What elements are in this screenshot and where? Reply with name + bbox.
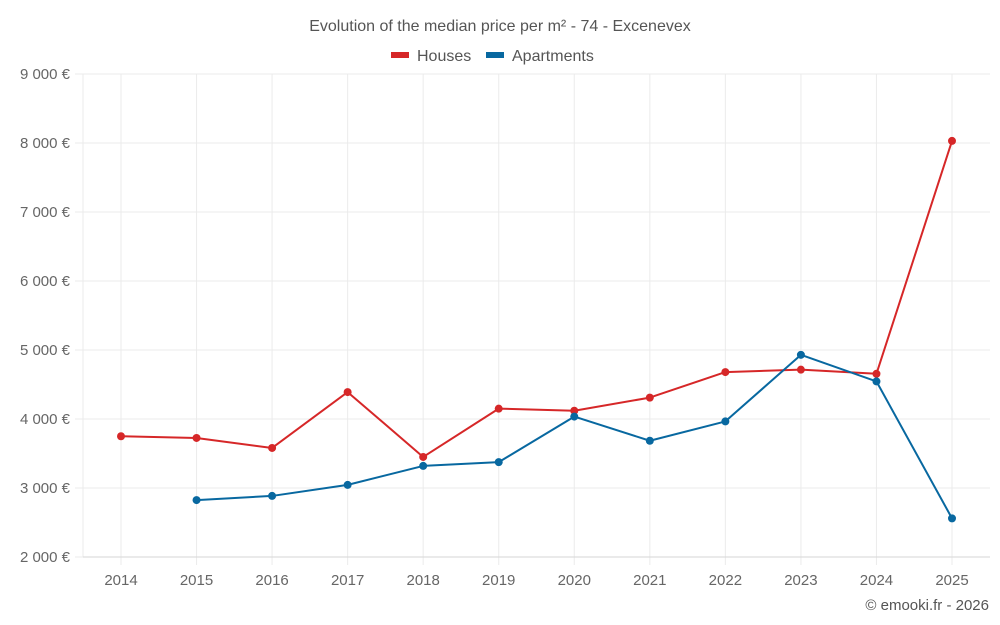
data-point-apartments[interactable] [872,377,881,386]
series-line-houses [120,140,953,458]
series-houses [117,136,956,461]
data-point-houses[interactable] [117,432,125,441]
data-point-houses[interactable] [948,136,956,145]
y-tick-label: 6 000 € [20,273,71,290]
x-tick-label: 2022 [709,572,742,589]
y-axis-ticks: 2 000 € 3 000 € 4 000 € 5 000 € 6 000 € 7 000… [20,66,71,566]
x-tick-label: 2024 [860,572,893,589]
y-tick-label: 9 000 € [20,66,71,83]
y-tick-label: 7 000 € [20,204,71,221]
data-point-apartments[interactable] [570,412,579,421]
credit-text: © emooki.fr - 2026 [865,597,989,614]
x-tick-label: 2021 [633,572,666,589]
data-point-houses[interactable] [268,443,277,452]
x-gridlines [120,74,953,565]
x-axis-ticks: 2014 2015 2016 2017 2018 2019 2020 2021 2022 2023… [104,572,968,589]
legend-swatch [391,52,409,58]
x-tick-label: 2019 [482,572,515,589]
data-point-apartments[interactable] [419,461,428,470]
chart-title: Evolution of the median price per m² - 7… [309,18,691,35]
y-tick-label: 8 000 € [20,135,71,152]
data-point-apartments[interactable] [268,491,277,500]
y-tick-label: 5 000 € [20,342,71,359]
legend-item-apartments[interactable]: Apartments [486,48,594,65]
x-tick-label: 2018 [406,572,439,589]
x-tick-label: 2016 [255,572,288,589]
x-tick-label: 2023 [784,572,817,589]
data-point-apartments[interactable] [948,514,956,523]
y-tick-label: 4 000 € [20,411,71,428]
data-point-houses[interactable] [645,393,654,402]
data-point-houses[interactable] [343,388,352,397]
series-apartments [192,350,956,523]
legend-label: Apartments [512,48,594,65]
data-point-houses[interactable] [570,406,579,415]
y-tick-label: 2 000 € [20,549,71,566]
data-point-houses[interactable] [419,452,428,461]
x-tick-label: 2020 [558,572,591,589]
legend-item-houses[interactable]: Houses [391,48,471,65]
data-point-apartments[interactable] [343,480,352,489]
legend-swatch [486,52,504,58]
data-point-houses[interactable] [872,369,881,378]
data-point-apartments[interactable] [192,496,201,505]
x-tick-label: 2014 [104,572,137,589]
x-tick-label: 2015 [180,572,213,589]
x-tick-label: 2017 [331,572,364,589]
legend-label: Houses [417,48,471,65]
x-tick-label: 2025 [935,572,968,589]
data-point-houses[interactable] [192,433,201,442]
data-point-apartments[interactable] [721,417,730,426]
y-tick-label: 3 000 € [20,480,71,497]
data-point-apartments[interactable] [645,436,654,445]
data-point-houses[interactable] [796,365,805,374]
y-gridlines [75,73,990,558]
data-point-apartments[interactable] [796,350,805,359]
data-point-apartments[interactable] [494,458,503,467]
legend: Houses Apartments [391,48,594,65]
data-point-houses[interactable] [721,368,730,377]
series-layer [117,136,956,523]
data-point-houses[interactable] [494,404,503,413]
